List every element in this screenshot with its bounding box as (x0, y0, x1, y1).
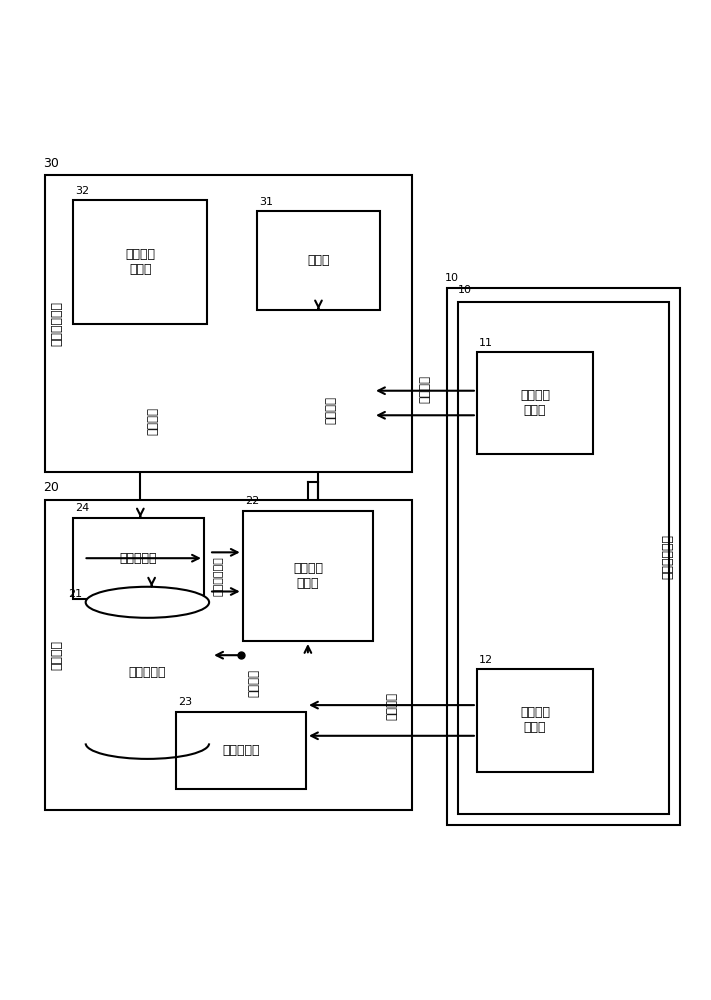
Bar (73, 200, 208, 324)
Text: 识别信息
发送器: 识别信息 发送器 (520, 706, 550, 734)
Text: 20: 20 (43, 481, 59, 494)
Text: 数据更新器: 数据更新器 (120, 552, 157, 565)
Bar (477, 352, 593, 454)
Text: 11: 11 (479, 338, 493, 348)
Bar (458, 302, 670, 814)
Text: 22: 22 (245, 496, 259, 506)
Text: 电梯控制装置: 电梯控制装置 (661, 534, 675, 579)
Text: 属性分类器: 属性分类器 (222, 744, 260, 757)
Text: 24: 24 (75, 503, 90, 513)
Text: 故障日志
生成器: 故障日志 生成器 (520, 389, 550, 417)
Text: 恢复流程内容: 恢复流程内容 (214, 556, 224, 596)
Text: 识别信息: 识别信息 (385, 692, 398, 720)
Text: 10: 10 (458, 285, 472, 295)
Text: 故障信息: 故障信息 (419, 375, 432, 403)
Text: 数据存储部: 数据存储部 (129, 666, 166, 679)
Bar (45, 500, 412, 810)
Bar (242, 511, 373, 641)
Text: 指示信息
生成器: 指示信息 生成器 (293, 562, 323, 590)
Bar (73, 518, 204, 599)
Bar (477, 669, 593, 772)
Text: 21: 21 (68, 589, 82, 599)
Text: 12: 12 (479, 655, 493, 665)
Text: 中心装置: 中心装置 (50, 640, 63, 670)
Ellipse shape (85, 587, 209, 618)
Bar (257, 211, 380, 310)
Text: 31: 31 (259, 197, 273, 207)
Text: 23: 23 (178, 697, 192, 707)
Text: 30: 30 (43, 157, 59, 170)
Text: 指示信息: 指示信息 (325, 396, 338, 424)
Bar (447, 288, 680, 825)
Text: 评价信息
处理器: 评价信息 处理器 (125, 248, 155, 276)
Text: 10: 10 (445, 273, 459, 283)
Bar (176, 712, 306, 789)
Text: 属性信息: 属性信息 (247, 669, 260, 697)
Text: 32: 32 (75, 186, 90, 196)
Bar (45, 175, 412, 472)
Text: 评价信息: 评价信息 (146, 407, 159, 435)
Text: 显示器: 显示器 (307, 254, 330, 267)
Text: 维护人员终端: 维护人员终端 (50, 301, 63, 346)
